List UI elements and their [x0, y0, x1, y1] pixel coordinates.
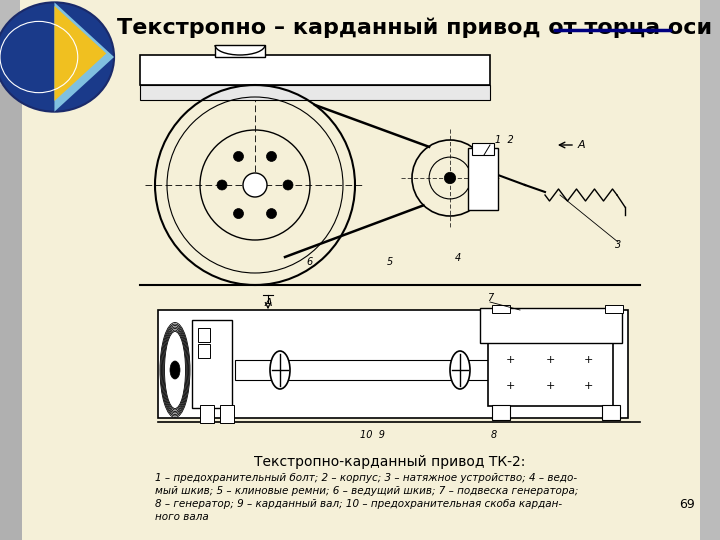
- Text: 3: 3: [615, 240, 621, 250]
- Circle shape: [444, 172, 456, 184]
- Bar: [198, 328, 210, 342]
- Ellipse shape: [164, 332, 186, 408]
- Bar: [200, 405, 214, 423]
- Ellipse shape: [170, 361, 180, 379]
- Bar: [235, 360, 535, 380]
- Bar: [140, 55, 490, 85]
- Text: +: +: [505, 381, 515, 391]
- Bar: [605, 305, 623, 313]
- Text: 7: 7: [487, 293, 493, 303]
- Bar: [488, 342, 613, 406]
- Text: +: +: [545, 355, 554, 365]
- Text: +: +: [583, 355, 593, 365]
- Ellipse shape: [162, 327, 188, 413]
- Text: A: A: [578, 140, 585, 150]
- Polygon shape: [55, 6, 107, 101]
- Bar: [220, 405, 234, 423]
- Text: 4: 4: [455, 253, 461, 263]
- Ellipse shape: [161, 324, 189, 416]
- Circle shape: [233, 151, 243, 161]
- Ellipse shape: [270, 351, 290, 389]
- Ellipse shape: [450, 351, 470, 389]
- Bar: [480, 308, 622, 343]
- Bar: [158, 310, 628, 418]
- Bar: [140, 85, 490, 100]
- Text: 1 – предохранительный болт; 2 – корпус; 3 – натяжное устройство; 4 – ведо-: 1 – предохранительный болт; 2 – корпус; …: [155, 473, 577, 483]
- Text: +: +: [583, 381, 593, 391]
- Circle shape: [283, 180, 293, 190]
- Text: 69: 69: [679, 498, 695, 511]
- Circle shape: [233, 208, 243, 219]
- Bar: [192, 320, 232, 408]
- Ellipse shape: [163, 330, 186, 410]
- Text: 5: 5: [387, 257, 393, 267]
- Ellipse shape: [163, 328, 187, 411]
- Text: ного вала: ного вала: [155, 512, 209, 522]
- Circle shape: [217, 180, 227, 190]
- Bar: [472, 143, 494, 155]
- Bar: [492, 405, 510, 420]
- Text: 6: 6: [307, 257, 313, 267]
- Bar: [492, 305, 510, 313]
- Circle shape: [243, 173, 267, 197]
- Circle shape: [0, 2, 114, 112]
- Polygon shape: [55, 2, 114, 112]
- Circle shape: [266, 208, 276, 219]
- Circle shape: [266, 151, 276, 161]
- Text: мый шкив; 5 – клиновые ремни; 6 – ведущий шкив; 7 – подвеска генератора;: мый шкив; 5 – клиновые ремни; 6 – ведущи…: [155, 486, 578, 496]
- Text: +: +: [505, 355, 515, 365]
- Ellipse shape: [160, 322, 190, 417]
- Text: Текстропно-карданный привод ТК-2:: Текстропно-карданный привод ТК-2:: [254, 455, 526, 469]
- Bar: [602, 405, 620, 420]
- Text: 10  9: 10 9: [359, 430, 384, 440]
- Text: 8: 8: [491, 430, 497, 440]
- Bar: [0, 85, 22, 540]
- Text: Текстропно – карданный привод от торца оси: Текстропно – карданный привод от торца о…: [117, 18, 713, 38]
- Text: A: A: [264, 298, 272, 308]
- Bar: [468, 148, 498, 210]
- Text: 1  2: 1 2: [495, 135, 514, 145]
- Text: +: +: [545, 381, 554, 391]
- Ellipse shape: [161, 326, 189, 415]
- Bar: [198, 344, 210, 358]
- Text: 8 – генератор; 9 – карданный вал; 10 – предохранительная скоба кардан-: 8 – генератор; 9 – карданный вал; 10 – п…: [155, 499, 562, 509]
- Bar: [215, 45, 265, 57]
